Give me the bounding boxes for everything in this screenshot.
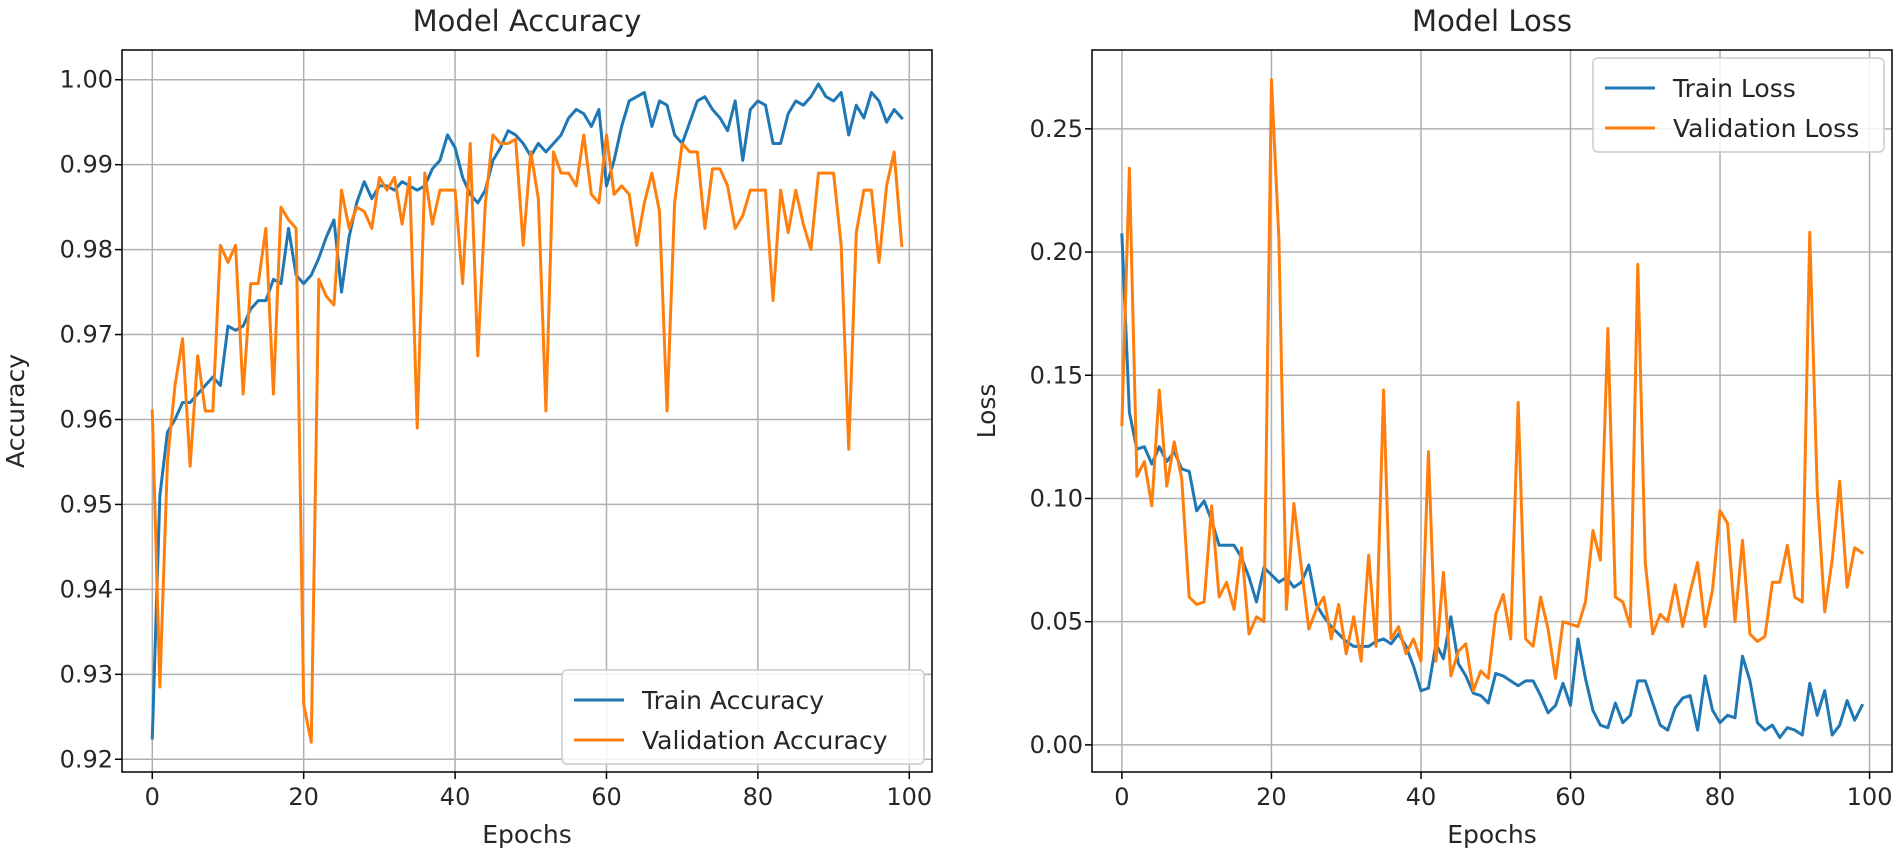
axes-frame bbox=[121, 49, 933, 773]
train-loss-line bbox=[1120, 233, 1865, 739]
y-tick-label: 0.05 bbox=[1030, 608, 1083, 636]
x-tick-label: 100 bbox=[886, 783, 932, 811]
x-tick-label: 80 bbox=[1705, 783, 1736, 811]
legend-box bbox=[1592, 57, 1885, 153]
y-tick-label: 0.96 bbox=[60, 405, 113, 433]
legend-box bbox=[561, 669, 925, 765]
legend-label: Train Accuracy bbox=[641, 686, 824, 715]
y-tick-label: 0.94 bbox=[60, 575, 113, 603]
y-tick-label: 0.10 bbox=[1030, 484, 1083, 512]
y-tick-label: 0.97 bbox=[60, 321, 113, 349]
x-tick-label: 0 bbox=[1114, 783, 1129, 811]
y-tick-label: 0.93 bbox=[60, 660, 113, 688]
validation-loss-line bbox=[1120, 78, 1865, 693]
validation-accuracy-line bbox=[150, 133, 904, 744]
x-tick-label: 60 bbox=[591, 783, 622, 811]
legend-label: Validation Accuracy bbox=[642, 726, 888, 755]
y-axis-label: Accuracy bbox=[1, 354, 30, 468]
legend: Train Loss Validation Loss bbox=[1592, 57, 1885, 153]
chart-title: Model Accuracy bbox=[413, 4, 642, 38]
series-lines bbox=[1120, 78, 1865, 739]
y-tick-label: 0.99 bbox=[60, 151, 113, 179]
x-tick-label: 80 bbox=[743, 783, 774, 811]
axes-frame bbox=[1091, 49, 1893, 773]
x-tick-label: 0 bbox=[145, 783, 160, 811]
x-tick-label: 40 bbox=[1406, 783, 1437, 811]
y-tick-label: 0.95 bbox=[60, 490, 113, 518]
series-lines bbox=[150, 82, 904, 744]
y-tick-label: 1.00 bbox=[60, 66, 113, 94]
x-axis-label: Epochs bbox=[1447, 820, 1537, 849]
legend-label: Train Loss bbox=[1672, 74, 1796, 103]
loss-chart-panel: 0 20 40 60 80 100 0.00 0.05 0.10 0.15 0.20 0.25 Mode… bbox=[972, 4, 1893, 849]
accuracy-chart-panel: 0 20 40 60 80 100 0.92 0.93 0.94 0.95 0.96 0.97 0.98… bbox=[1, 4, 933, 849]
x-tick-label: 100 bbox=[1847, 783, 1893, 811]
chart-title: Model Loss bbox=[1412, 4, 1572, 38]
x-tick-label: 20 bbox=[288, 783, 319, 811]
legend-label: Validation Loss bbox=[1673, 114, 1859, 143]
y-tick-label: 0.25 bbox=[1030, 115, 1083, 143]
x-axis-label: Epochs bbox=[482, 820, 572, 849]
grid-lines bbox=[122, 50, 932, 772]
x-tick-label: 40 bbox=[440, 783, 471, 811]
legend: Train Accuracy Validation Accuracy bbox=[561, 669, 925, 765]
y-tick-label: 0.92 bbox=[60, 745, 113, 773]
x-tick-label: 60 bbox=[1555, 783, 1586, 811]
y-tick-label: 0.98 bbox=[60, 236, 113, 264]
x-tick-label: 20 bbox=[1256, 783, 1287, 811]
y-tick-label: 0.20 bbox=[1030, 238, 1083, 266]
y-tick-label: 0.15 bbox=[1030, 361, 1083, 389]
y-tick-label: 0.00 bbox=[1030, 731, 1083, 759]
y-axis-label: Loss bbox=[972, 384, 1001, 439]
